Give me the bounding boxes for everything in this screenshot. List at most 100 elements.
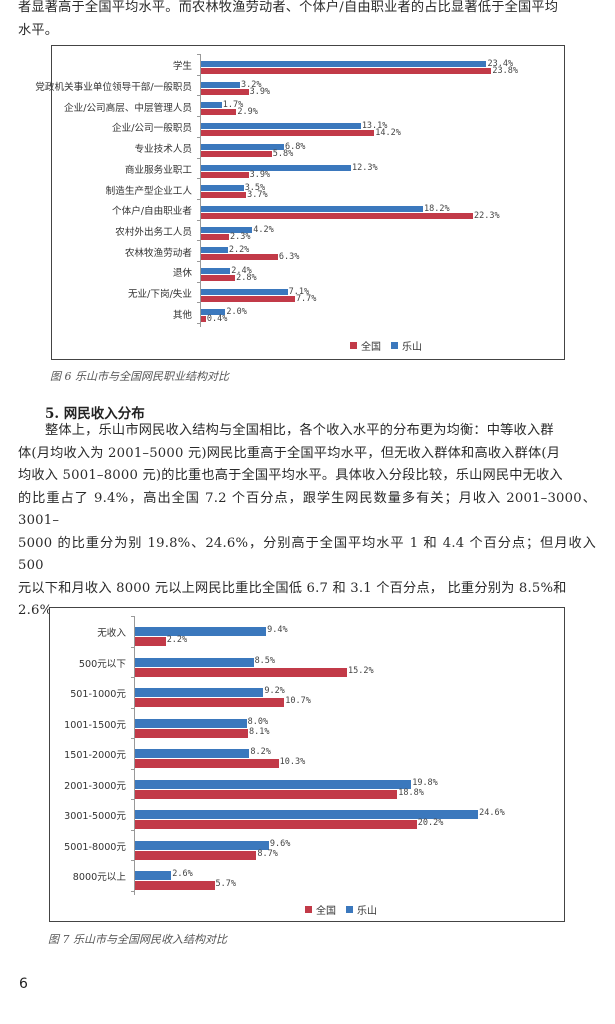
bar-leshan	[135, 718, 247, 728]
value-label-leshan: 8.0%	[247, 716, 269, 727]
legend-leshan-swatch	[346, 906, 353, 913]
axis-tick	[131, 738, 135, 739]
bar-leshan	[201, 205, 424, 212]
axis-tick	[197, 116, 201, 118]
bar-national	[201, 109, 237, 116]
value-label-national: 2.9%	[237, 107, 258, 118]
axis-tick	[197, 136, 201, 138]
value-label-national: 2.8%	[236, 273, 257, 283]
value-label-national: 18.8%	[398, 787, 424, 798]
bar-national	[135, 759, 279, 768]
value-label-leshan: 13.1%	[361, 121, 388, 132]
para-line: 整体上，乐山市网民收入结构与全国相比，各个收入水平的分布更为均衡：中等收入群	[45, 423, 554, 438]
value-label-leshan: 7.1%	[288, 286, 310, 297]
value-label-leshan: 2.2%	[228, 245, 250, 256]
axis-tick	[131, 616, 135, 617]
value-label-national: 7.7%	[295, 293, 317, 304]
section-title: 5. 网民收入分布	[45, 406, 145, 422]
value-label-leshan: 9.2%	[264, 686, 285, 696]
bar-leshan	[201, 268, 231, 274]
value-label-national: 23.8%	[492, 66, 518, 76]
bar-national	[201, 68, 492, 74]
axis-tick	[197, 178, 201, 180]
value-label-leshan: 23.4%	[487, 59, 514, 69]
category-label: 党政机关事业单位领导干部/一般职员	[35, 82, 192, 94]
value-label-leshan: 12.3%	[352, 162, 378, 173]
intro-paragraph: 者显著高于全国平均水平。而农林牧渔劳动者、个体户/自由职业者的占比显著低于全国平…	[18, 0, 596, 42]
value-label-leshan: 4.2%	[253, 224, 274, 235]
category-label: 其他	[172, 309, 192, 321]
category-label: 农林牧渔劳动者	[124, 247, 192, 259]
bar-leshan	[135, 749, 250, 758]
category-label: 退休	[172, 268, 192, 280]
axis-tick	[131, 707, 135, 709]
value-label-national: 5.8%	[272, 148, 294, 159]
value-label-leshan: 2.4%	[231, 266, 252, 276]
category-label: 专业技术人员	[134, 144, 192, 156]
axis-tick	[197, 157, 201, 159]
legend-leshan-swatch	[391, 342, 398, 349]
figure-7-caption: 图 7 乐山市与全国网民收入结构对比	[48, 933, 227, 946]
axis-tick	[197, 74, 201, 76]
chart-legend: 全国 乐山	[305, 902, 377, 917]
para-line: 的比重占了 9.4%，高出全国 7.2 个百分点，跟学生网民数量多有关；月收入 …	[18, 490, 596, 529]
category-label: 农村外出务工人员	[115, 226, 192, 238]
legend-leshan-label: 乐山	[357, 906, 377, 917]
value-label-national: 14.2%	[375, 128, 401, 139]
value-label-leshan: 6.8%	[284, 141, 306, 152]
category-label: 3001-5000元	[64, 811, 126, 823]
category-label: 5001-8000元	[64, 841, 126, 853]
value-label-national: 6.3%	[278, 252, 300, 263]
bar-national	[135, 820, 417, 829]
legend-leshan-label: 乐山	[402, 342, 422, 353]
axis-tick	[131, 860, 135, 861]
income-paragraph: 整体上，乐山市网民收入结构与全国相比，各个收入水平的分布更为均衡：中等收入群 体…	[18, 420, 596, 623]
bar-leshan	[135, 627, 267, 636]
value-label-leshan: 9.6%	[269, 838, 291, 849]
value-label-national: 10.3%	[279, 757, 306, 767]
axis-tick	[197, 281, 201, 283]
bar-leshan	[201, 102, 222, 109]
figure-6-caption: 图 6 乐山市与全国网民职业结构对比	[50, 370, 229, 383]
bar-national	[201, 275, 236, 281]
legend-national-swatch	[350, 342, 357, 349]
category-label: 企业/公司高层、中层管理人员	[64, 102, 192, 114]
bar-leshan	[135, 810, 479, 819]
y-axis	[134, 616, 135, 895]
value-label-leshan: 24.6%	[479, 808, 505, 818]
value-label-national: 0.4%	[206, 314, 228, 325]
legend-national-label: 全国	[361, 342, 381, 353]
bar-national	[135, 881, 215, 890]
value-label-national: 15.2%	[348, 665, 374, 676]
axis-tick	[131, 768, 135, 770]
axis-tick	[197, 95, 201, 97]
category-label: 学生	[172, 61, 192, 73]
axis-tick	[197, 240, 201, 242]
axis-tick	[131, 677, 135, 678]
bar-leshan	[135, 779, 412, 789]
bar-national	[201, 192, 247, 199]
bar-national	[201, 88, 249, 95]
chart-legend: 全国 乐山	[350, 338, 422, 353]
value-label-national: 2.2%	[166, 635, 188, 645]
value-label-leshan: 8.5%	[254, 655, 276, 666]
value-label-national: 20.2%	[417, 818, 444, 828]
bar-national	[135, 728, 248, 738]
axis-tick	[197, 219, 201, 221]
value-label-national: 3.7%	[247, 190, 268, 201]
page-number: 6	[19, 976, 28, 992]
bar-national	[135, 789, 398, 799]
category-label: 500元以下	[78, 658, 126, 670]
category-label: 企业/公司一般职员	[112, 123, 192, 135]
bar-leshan	[135, 657, 254, 667]
value-label-leshan: 3.5%	[244, 183, 266, 194]
bar-leshan	[135, 688, 264, 697]
bar-leshan	[135, 871, 172, 880]
bar-leshan	[201, 81, 241, 88]
bar-leshan	[201, 61, 487, 67]
category-label: 个体户/自由职业者	[112, 206, 192, 218]
value-label-leshan: 9.4%	[267, 625, 288, 635]
value-label-national: 10.7%	[285, 696, 311, 706]
value-label-national: 3.9%	[249, 86, 271, 97]
category-label: 商业服务业职工	[124, 164, 192, 176]
